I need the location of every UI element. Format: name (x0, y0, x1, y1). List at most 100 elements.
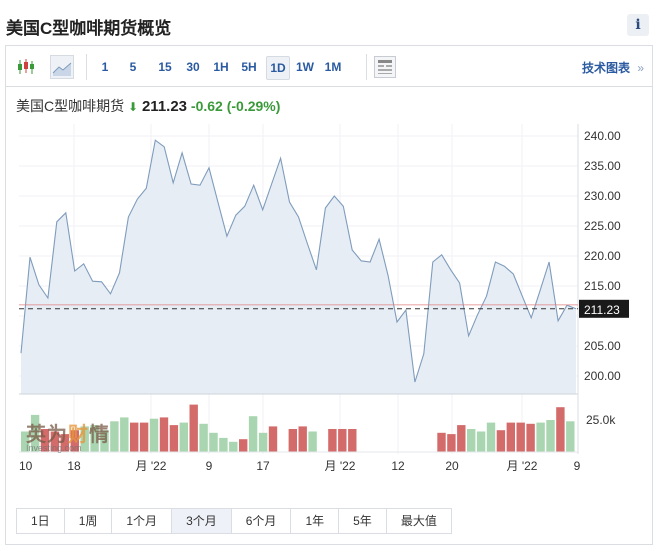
price-area (21, 140, 576, 394)
quote-header: 美国C型咖啡期货 ⬇ 211.23 -0.62 (-0.29%) (16, 96, 280, 116)
range-button[interactable]: 1年 (291, 509, 340, 533)
interval-30[interactable]: 30 (186, 60, 200, 74)
volume-bar (566, 421, 575, 452)
last-price: 211.23 (141, 98, 188, 115)
last-price-label: 211.23 (584, 303, 620, 317)
volume-bar (219, 437, 228, 452)
interval-1d[interactable]: 1D (266, 56, 290, 80)
y-tick-label: 215.00 (584, 279, 621, 293)
volume-bar (189, 404, 198, 452)
volume-bar (328, 429, 337, 452)
x-tick-label: 月 '22 (507, 459, 538, 473)
volume-bar (199, 423, 208, 452)
volume-bar (268, 426, 278, 452)
area-chart-icon[interactable] (50, 55, 74, 79)
volume-bar (536, 422, 545, 452)
interval-5[interactable]: 5 (129, 60, 137, 74)
x-tick-label: 17 (256, 459, 270, 473)
range-selector: 1日 1周 1个月 3个月 6个月 1年 5年 最大值 (16, 508, 452, 534)
volume-bar (457, 425, 466, 452)
volume-bar (21, 431, 30, 452)
volume-bar (149, 418, 159, 452)
x-tick-label: 18 (67, 459, 81, 473)
y-tick-label: 235.00 (584, 159, 621, 173)
volume-bar (209, 432, 218, 452)
range-button[interactable]: 3个月 (172, 509, 232, 533)
volume-bar (496, 430, 506, 452)
interval-5h[interactable]: 5H (241, 60, 257, 74)
interval-1w[interactable]: 1W (296, 60, 314, 74)
volume-bar (30, 414, 40, 452)
range-button[interactable]: 1日 (17, 509, 65, 533)
volume-bar (506, 422, 515, 452)
range-button[interactable]: 6个月 (232, 509, 292, 533)
volume-bar (516, 422, 525, 452)
volume-bar (179, 422, 188, 452)
volume-bar (50, 431, 60, 452)
volume-bar (110, 421, 119, 452)
volume-bar (308, 431, 317, 452)
volume-bar (486, 422, 496, 452)
candlestick-icon[interactable] (16, 58, 36, 76)
y-tick-label: 225.00 (584, 219, 621, 233)
interval-1h[interactable]: 1H (213, 60, 229, 74)
price-change-pct: (-0.29%) (226, 98, 281, 114)
x-tick-label: 月 '22 (325, 459, 356, 473)
volume-bar (476, 431, 486, 452)
x-tick-label: 20 (445, 459, 459, 473)
chart-panel: 1 5 15 30 1H 5H 1D 1W 1M 技术图表 » 美国C型咖啡期货 ⬇ 211.2… (5, 45, 653, 545)
tech-chart-label: 技术图表 (581, 61, 630, 75)
volume-bar (437, 432, 446, 452)
interval-1[interactable]: 1 (101, 60, 109, 74)
volume-bar (526, 423, 535, 452)
volume-bar (80, 426, 89, 452)
volume-bar (248, 416, 258, 452)
page-title: 美国C型咖啡期货概览 (6, 19, 172, 38)
x-tick-label: 月 '22 (136, 459, 167, 473)
range-button[interactable]: 最大值 (400, 514, 437, 528)
volume-bar (100, 430, 109, 452)
separator (366, 54, 367, 80)
instrument-name: 美国C型咖啡期货 (16, 98, 125, 114)
volume-bar (447, 434, 456, 452)
volume-bar (298, 426, 307, 452)
chart-toolbar: 1 5 15 30 1H 5H 1D 1W 1M 技术图表 » (6, 46, 652, 87)
volume-bar (120, 417, 129, 452)
layout-icon[interactable] (374, 56, 396, 78)
x-tick-label: 9 (206, 459, 213, 473)
volume-tick-label: 25.0k (586, 413, 616, 427)
separator (86, 54, 87, 80)
volume-bar (258, 432, 268, 452)
x-tick-label: 12 (391, 459, 405, 473)
x-tick-label: 10 (19, 459, 33, 473)
volume-bar (169, 425, 179, 452)
interval-15[interactable]: 15 (158, 60, 172, 74)
range-button[interactable]: 5年 (339, 509, 387, 533)
y-tick-label: 240.00 (584, 129, 621, 143)
volume-bar (546, 420, 555, 452)
volume-bar (288, 429, 297, 452)
volume-bar (40, 429, 50, 452)
interval-1m[interactable]: 1M (324, 60, 342, 74)
y-tick-label: 220.00 (584, 249, 621, 263)
y-tick-label: 230.00 (584, 189, 621, 203)
volume-bar (60, 434, 69, 452)
volume-bar (348, 429, 357, 452)
volume-bar (239, 439, 248, 452)
price-chart[interactable]: 240.00 235.00 230.00 225.00 220.00 215.00 205.… (6, 124, 652, 479)
y-tick-label: 205.00 (584, 339, 621, 353)
chevron-right-icon: » (637, 61, 644, 75)
y-tick-label: 200.00 (584, 369, 621, 383)
volume-bar (229, 441, 238, 452)
info-icon[interactable]: i (627, 14, 649, 36)
range-button[interactable]: 1个月 (112, 509, 173, 533)
volume-bar (90, 425, 99, 452)
volume-bar (70, 430, 79, 452)
tech-chart-link[interactable]: 技术图表 » (582, 59, 644, 76)
range-button[interactable]: 1周 (65, 509, 113, 533)
volume-bar (556, 407, 565, 452)
volume-bar (467, 429, 476, 452)
price-line (20, 139, 577, 383)
last-price-badge (579, 299, 629, 318)
x-tick-label: 9 (574, 459, 581, 473)
